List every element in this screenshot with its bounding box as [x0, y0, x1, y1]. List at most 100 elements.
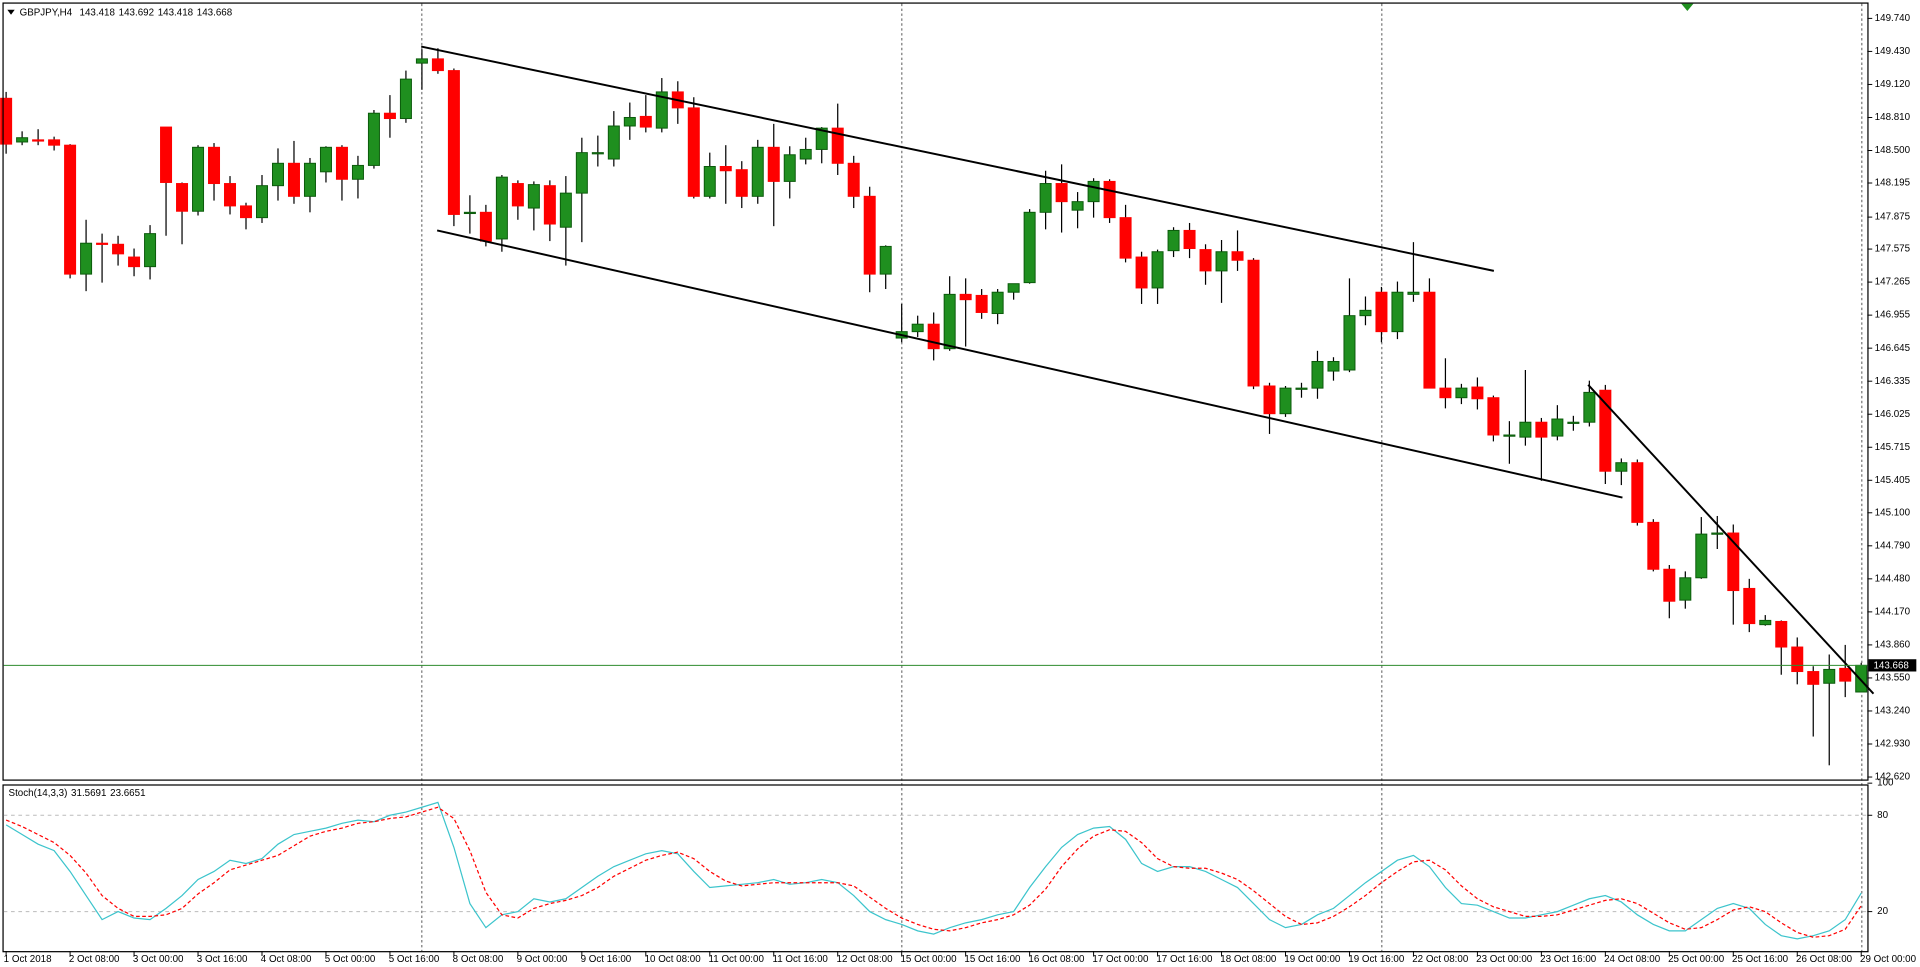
- candle-body-up: [575, 152, 588, 194]
- candle-body-down: [64, 144, 77, 275]
- candle-body-up: [815, 127, 828, 150]
- candle-body-up: [1711, 532, 1724, 535]
- candle-body-up: [1503, 434, 1516, 437]
- x-tick-label: 2 Oct 08:00: [69, 954, 120, 965]
- candle-body-down: [1231, 251, 1244, 261]
- candle-body-down: [1247, 259, 1260, 387]
- y-tick-label: 142.620: [1875, 772, 1911, 783]
- candle-body-up: [1855, 664, 1868, 693]
- x-tick-label: 23 Oct 16:00: [1540, 954, 1597, 965]
- y-tick-label: 142.930: [1875, 739, 1911, 750]
- y-tick-label: 147.265: [1875, 277, 1911, 288]
- last-price-box: [1868, 659, 1917, 672]
- y-tick-label: 145.715: [1875, 442, 1911, 453]
- candle-body-down: [1535, 421, 1548, 438]
- x-tick-label: 19 Oct 00:00: [1284, 954, 1341, 965]
- x-tick-label: 15 Oct 16:00: [964, 954, 1021, 965]
- x-tick-label: 29 Oct 00:00: [1860, 954, 1917, 965]
- candle-body-down: [0, 97, 13, 145]
- candle-body-up: [991, 291, 1004, 315]
- candle-body-up: [16, 137, 29, 143]
- candle-body-down: [160, 126, 173, 183]
- candle-body-up: [1327, 360, 1340, 372]
- candle-body-down: [975, 294, 988, 313]
- candle-body-down: [959, 293, 972, 301]
- chart-header: GBPJPY,H4 143.418 143.692 143.418 143.668: [20, 7, 233, 18]
- candle-body-up: [1151, 251, 1164, 289]
- candle-body-down: [1199, 249, 1212, 272]
- x-tick-label: 5 Oct 16:00: [389, 954, 440, 965]
- candle-body-down: [1375, 291, 1388, 333]
- candle-body-up: [1455, 387, 1468, 399]
- candle-body-up: [1311, 360, 1324, 389]
- candle-body-down: [48, 139, 61, 146]
- candle-body-up: [1359, 309, 1372, 317]
- candle-body-down: [511, 183, 524, 207]
- candle-body-down: [224, 183, 237, 207]
- candle-body-down: [431, 58, 444, 72]
- candle-body-down: [863, 195, 876, 275]
- y-tick-label: 149.430: [1875, 46, 1911, 57]
- candle-body-up: [144, 233, 157, 268]
- candle-body-down: [1599, 389, 1612, 472]
- stoch-line: [5, 801, 1862, 940]
- candle-body-up: [399, 78, 412, 120]
- x-tick-label: 17 Oct 16:00: [1156, 954, 1213, 965]
- candle-body-down: [1183, 229, 1196, 250]
- candle-body-down: [719, 166, 732, 172]
- y-tick-label: 145.405: [1875, 475, 1911, 486]
- candle-body-down: [1807, 671, 1820, 685]
- candle-body-up: [879, 245, 892, 275]
- candle-body-down: [1727, 532, 1740, 592]
- x-tick-label: 8 Oct 08:00: [453, 954, 504, 965]
- candle-body-up: [559, 192, 572, 228]
- candle-body-down: [240, 205, 253, 219]
- candle-body-down: [1839, 667, 1852, 682]
- candle-body-up: [623, 116, 636, 127]
- y-tick-label: 144.170: [1875, 606, 1911, 617]
- indicator-title: Stoch(14,3,3) 31.5691 23.6651: [9, 788, 146, 799]
- candle-body-up: [751, 146, 764, 197]
- header-high: 143.692: [119, 7, 154, 18]
- y-tick-label: 148.810: [1875, 112, 1911, 123]
- y-tick-label: 20: [1877, 906, 1888, 917]
- x-tick-label: 25 Oct 00:00: [1668, 954, 1725, 965]
- candle-body-up: [1759, 619, 1772, 626]
- x-tick-label: 24 Oct 08:00: [1604, 954, 1661, 965]
- candle-body-up: [192, 146, 205, 212]
- x-tick-label: 5 Oct 00:00: [325, 954, 376, 965]
- trend-lines: [421, 45, 1875, 695]
- candle-body-up: [1391, 291, 1404, 333]
- candle-body-down: [1423, 291, 1436, 389]
- candle-body-up: [1279, 387, 1292, 415]
- y-tick-label: 149.120: [1875, 79, 1911, 90]
- candle-body-up: [1519, 421, 1532, 438]
- last-price-label: 143.668: [1873, 661, 1909, 672]
- candle-body-down: [176, 183, 189, 212]
- candle-body-up: [1679, 577, 1692, 601]
- week-separators: [421, 3, 1863, 952]
- stoch-pane-border: [2, 784, 1869, 953]
- x-tick-label: 3 Oct 00:00: [133, 954, 184, 965]
- x-tick-label: 23 Oct 00:00: [1476, 954, 1533, 965]
- candle-body-down: [1647, 521, 1660, 570]
- candle-body-up: [1007, 283, 1020, 293]
- candle-body-up: [351, 164, 364, 180]
- candle-body-up: [1167, 229, 1180, 252]
- candle-body-down: [1263, 385, 1276, 415]
- y-tick-label: 144.480: [1875, 573, 1911, 584]
- candle-body-up: [1615, 462, 1628, 472]
- candle-body-down: [1471, 386, 1484, 400]
- candle-body-down: [1631, 462, 1644, 523]
- candle-body-up: [1039, 183, 1052, 213]
- y-tick-label: 149.740: [1875, 13, 1911, 24]
- candles: [0, 48, 1868, 766]
- candle-body-up: [367, 112, 380, 166]
- candle-body-down: [1135, 256, 1148, 289]
- indicator-value: 23.6651: [110, 788, 145, 799]
- x-tick-label: 11 Oct 16:00: [773, 954, 829, 965]
- candle-body-up: [703, 166, 716, 197]
- x-tick-label: 18 Oct 08:00: [1220, 954, 1277, 965]
- candle-body-up: [943, 293, 956, 350]
